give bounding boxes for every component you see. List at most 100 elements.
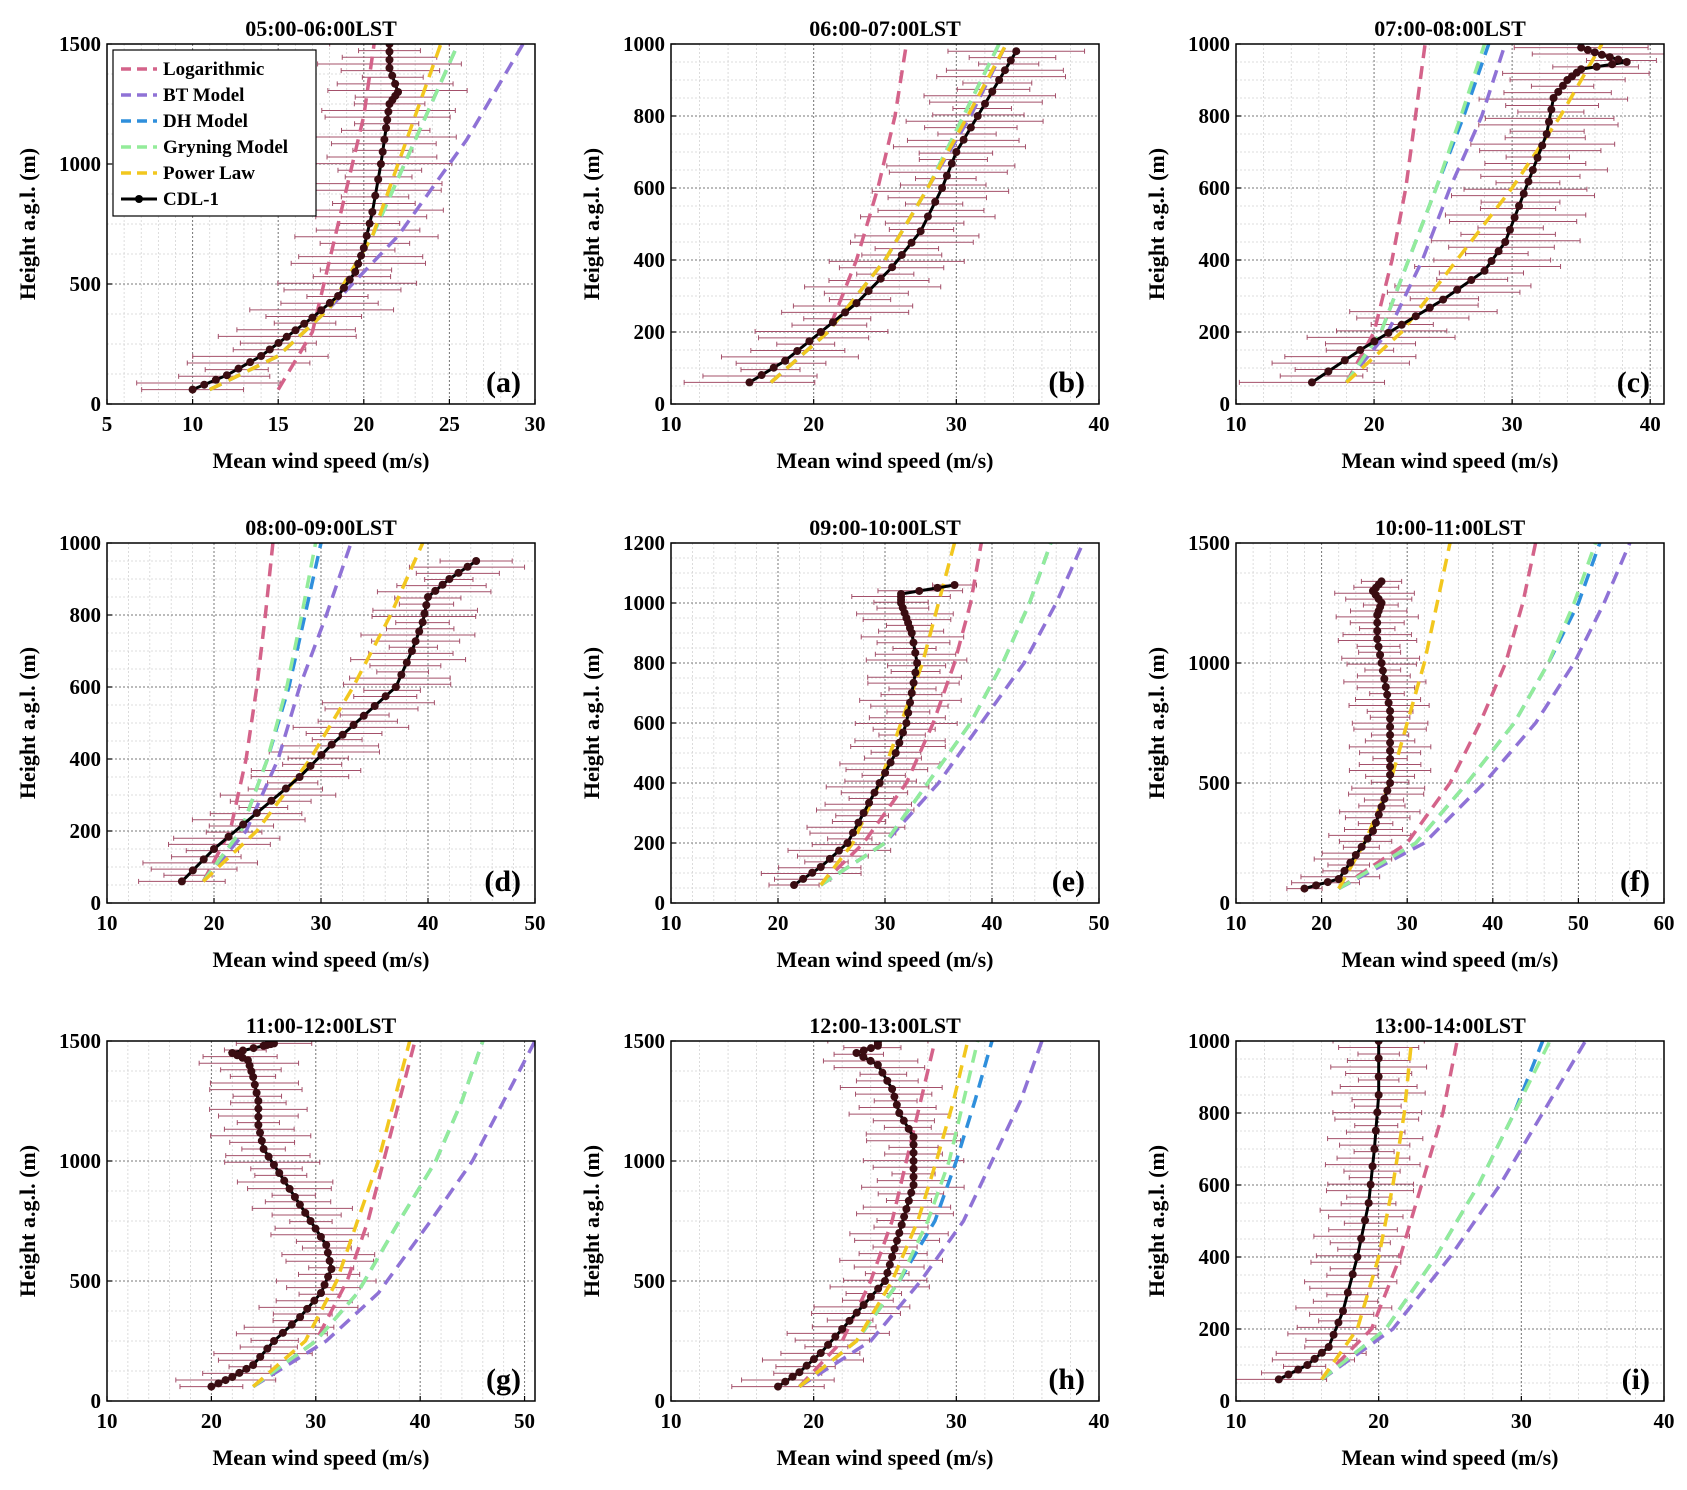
series-logarithmic: [819, 543, 984, 887]
cdl1-point: [1357, 842, 1366, 851]
x-tick-label: 25: [439, 412, 460, 436]
x-tick-label: 20: [204, 911, 225, 935]
cdl1-point: [382, 124, 391, 132]
cdl1-point: [1329, 1330, 1338, 1339]
x-tick-label: 30: [311, 911, 332, 935]
y-axis-label: Height a.g.l. (m): [1144, 1145, 1169, 1297]
x-tick-label: 20: [1364, 412, 1385, 436]
panel-letter: (g): [486, 1363, 521, 1396]
series-logarithmic: [276, 44, 376, 391]
cdl1-point: [1487, 257, 1496, 266]
cdl1-point: [1386, 770, 1395, 779]
cdl1-point: [845, 1316, 854, 1325]
cdl1-point: [317, 750, 326, 759]
cdl1-point: [793, 347, 802, 356]
cdl1-point: [938, 184, 947, 192]
grid: [1235, 43, 1664, 405]
cdl1-point: [1386, 746, 1395, 755]
series-power-law: [798, 1041, 970, 1388]
cdl1-point: [254, 1097, 263, 1105]
y-tick-label: 200: [634, 320, 666, 344]
y-tick-label: 1000: [59, 531, 101, 555]
cdl1-point: [1558, 81, 1567, 90]
cdl1-point: [909, 638, 918, 647]
panel-title: 12:00-13:00LST: [809, 1013, 961, 1038]
x-tick-label: 30: [305, 1409, 326, 1433]
cdl1-point: [781, 356, 790, 365]
y-tick-label: 400: [1199, 248, 1231, 272]
cdl1-point: [254, 1121, 263, 1129]
cdl1-point: [825, 854, 834, 863]
cdl1-point: [472, 557, 481, 565]
x-tick-label: 10: [1226, 412, 1247, 436]
cdl1-point: [1006, 56, 1015, 65]
cdl1-point: [323, 1248, 332, 1257]
cdl1-point: [188, 866, 197, 875]
cdl1-point: [1544, 117, 1553, 126]
axes-frame: [1235, 43, 1665, 405]
series-gryning-model: [201, 543, 318, 883]
cdl1-point: [463, 562, 472, 571]
cdl1-point: [942, 171, 951, 180]
cdl1-point: [852, 1308, 861, 1317]
cdl1-point: [1505, 225, 1514, 234]
legend-label: CDL-1: [163, 189, 219, 210]
y-tick-label: 400: [634, 248, 666, 272]
cdl1-point: [909, 1133, 918, 1141]
x-axis-label: Mean wind speed (m/s): [777, 1445, 994, 1470]
cdl1-point: [838, 1325, 847, 1333]
panel-d: 10 20 30 40 50 0 200 400 600 800 1000 08:00-09:00LS…: [15, 515, 546, 972]
cdl1-point: [222, 371, 231, 380]
cdl1-point: [357, 251, 366, 260]
cdl1-point: [891, 749, 900, 757]
cdl1-point: [816, 1349, 825, 1357]
axes-frame: [106, 1040, 536, 1402]
x-tick-label: 15: [268, 412, 289, 436]
cdl1-point: [308, 313, 317, 322]
cdl1-point: [1383, 786, 1392, 795]
cdl1-point: [256, 1352, 265, 1361]
x-tick-label: 10: [97, 1409, 118, 1433]
cdl1-point: [1310, 1354, 1319, 1363]
cdl1-point: [909, 678, 918, 687]
cdl1-point: [285, 1184, 294, 1193]
cdl1-point: [1374, 1041, 1383, 1045]
cdl1-point: [1538, 141, 1547, 150]
y-tick-label: 0: [655, 1389, 666, 1413]
cdl1-point: [384, 107, 393, 116]
cdl1-point: [1348, 1270, 1357, 1279]
cdl1-point: [1386, 714, 1395, 723]
cdl1-point: [1307, 378, 1316, 387]
cdl1-point: [394, 88, 403, 96]
cdl1-point: [864, 286, 873, 295]
y-tick-label: 0: [655, 891, 666, 915]
cdl1-point: [385, 55, 394, 64]
cdl1-point: [828, 318, 837, 327]
cdl1-point: [418, 618, 427, 627]
cdl1-point: [282, 332, 291, 341]
panel-c: 10 20 30 400200400600800100007:00-08:00LSTM…: [1144, 16, 1665, 473]
cdl1-point: [281, 784, 290, 793]
cdl1-point: [870, 788, 879, 797]
cdl1-point: [316, 1232, 325, 1241]
cdl1-point: [1386, 731, 1395, 739]
x-tick-label: 20: [1368, 1409, 1389, 1433]
cdl1-point: [1381, 683, 1390, 691]
panel-title: 11:00-12:00LST: [246, 1013, 397, 1038]
cdl1-point: [339, 283, 348, 292]
cdl1-point: [909, 1157, 918, 1165]
cdl1-point: [873, 1061, 882, 1069]
cdl1-point: [325, 298, 334, 307]
grid: [670, 1040, 1100, 1402]
y-tick-label: 600: [70, 675, 102, 699]
cdl1-point: [324, 1272, 333, 1281]
panel-f: 10 20 30 40 50 60 0 500 1000 1500 10:00-11:00LST Me…: [1144, 515, 1675, 972]
cdl1-point: [1370, 1145, 1379, 1153]
y-tick-label: 1000: [623, 591, 665, 615]
cdl1-point: [886, 758, 895, 767]
panel-title: 05:00-06:00LST: [245, 16, 397, 41]
cdl1-point: [1371, 1126, 1380, 1135]
grid: [1235, 542, 1665, 904]
x-tick-label: 30: [1397, 911, 1418, 935]
cdl1-point: [274, 338, 283, 347]
